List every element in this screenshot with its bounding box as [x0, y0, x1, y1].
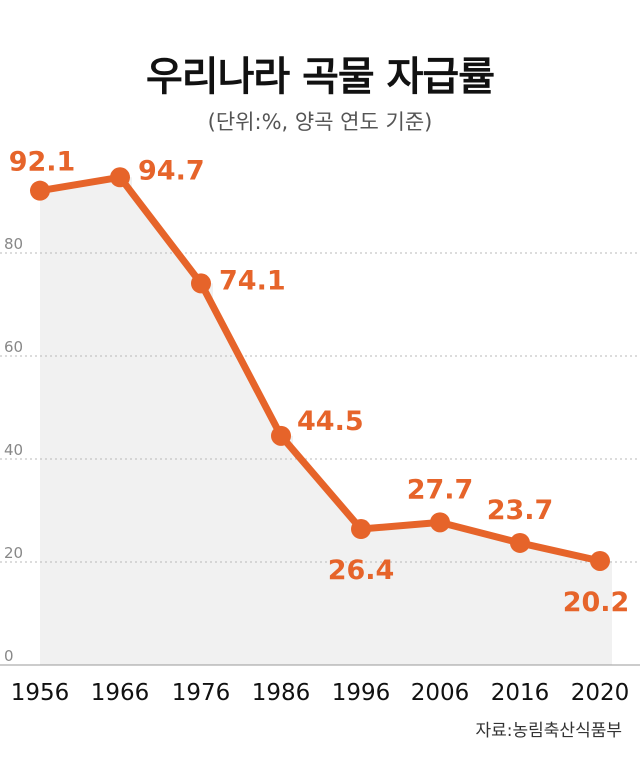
background-area: [281, 435, 361, 665]
series-line: [36, 173, 604, 565]
data-point: [271, 425, 291, 446]
x-tick-label: 1956: [11, 680, 70, 706]
background-area: [520, 542, 600, 665]
data-point: [30, 180, 50, 201]
grid-lines: [0, 252, 640, 666]
background-area: [120, 177, 201, 666]
x-tick-label: 1996: [332, 680, 391, 706]
chart-subtitle: (단위:%, 양곡 연도 기준): [207, 110, 433, 134]
source-note: 자료:농림축산식품부: [475, 721, 623, 741]
data-point: [430, 512, 450, 533]
chart-title: 우리나라 곡물 자급률: [145, 54, 495, 100]
data-point: [590, 550, 610, 571]
data-point: [351, 519, 371, 540]
data-point: [191, 273, 211, 294]
data-label: 74.1: [219, 265, 286, 296]
x-tick-label: 2016: [491, 680, 550, 706]
y-tick-label: 20: [4, 544, 23, 562]
data-point: [110, 167, 130, 188]
background-area: [440, 522, 520, 665]
background-areas: [40, 177, 612, 666]
data-label: 20.2: [563, 587, 630, 618]
data-label: 94.7: [138, 155, 205, 186]
y-tick-label: 0: [4, 647, 14, 665]
y-tick-label: 80: [4, 235, 23, 253]
x-tick-label: 2020: [571, 680, 630, 706]
series-layer: [30, 167, 610, 571]
x-tick-label: 1966: [91, 680, 150, 706]
data-label: 44.5: [297, 406, 364, 437]
data-label: 23.7: [487, 495, 554, 526]
y-tick-label: 60: [4, 338, 23, 356]
background-area: [40, 177, 120, 666]
data-labels: 92.1 94.7 74.1 44.5 26.4 27.7 23.7 20.2: [9, 147, 630, 618]
data-point: [510, 532, 530, 553]
x-tick-label: 1976: [172, 680, 231, 706]
data-label: 26.4: [328, 555, 395, 586]
x-tick-labels: 1956 1966 1976 1986 1996 2006 2016 2020: [11, 680, 630, 706]
y-tick-label: 40: [4, 441, 23, 459]
background-area: [201, 283, 281, 665]
data-label: 27.7: [407, 474, 474, 505]
data-label: 92.1: [9, 147, 76, 178]
y-tick-labels: 0 20 40 60 80: [4, 235, 23, 665]
x-tick-label: 1986: [252, 680, 311, 706]
x-tick-label: 2006: [411, 680, 470, 706]
background-area: [361, 522, 440, 665]
